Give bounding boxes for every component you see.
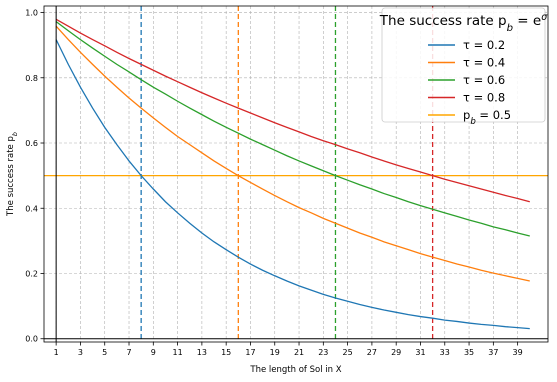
y-axis-ticks: 0.0 0.2 0.4 0.6 0.8 1.0 (25, 9, 44, 344)
series-line (55, 39, 530, 330)
y-tick-label: 0.2 (25, 269, 38, 278)
x-tick-label: 25 (343, 348, 353, 357)
x-tick-label: 1 (54, 348, 59, 357)
legend-box (381, 7, 546, 123)
x-tick-label: 17 (245, 348, 255, 357)
legend-entry-label: τ = 0.8 (463, 91, 505, 105)
x-tick-label: 33 (440, 348, 450, 357)
x-tick-label: 15 (221, 348, 231, 357)
legend: The success rate pb = eσ τ = 0.2 τ = 0.4 τ … (379, 7, 548, 127)
x-tick-label: 5 (102, 348, 107, 357)
x-axis-ticks: 1 3 5 7 9 11 13 15 17 19 21 23 25 27 29 31 33 35 37 39 (54, 342, 523, 357)
series-line (55, 21, 530, 237)
y-axis-label: The success rate pb (6, 132, 19, 217)
y-tick-label: 1.0 (25, 9, 38, 18)
legend-entry-label: pb = 0.5 (463, 108, 511, 127)
x-tick-label: 19 (270, 348, 280, 357)
series-lines (55, 18, 530, 330)
x-tick-label: 11 (172, 348, 182, 357)
x-tick-label: 7 (126, 348, 131, 357)
legend-title: The success rate pb = eσ (379, 12, 548, 34)
x-tick-label: 31 (415, 348, 425, 357)
y-tick-label: 0.0 (25, 335, 38, 344)
legend-entry-label: τ = 0.6 (463, 73, 505, 87)
y-tick-label: 0.6 (25, 139, 38, 148)
series-line (55, 18, 530, 203)
legend-entry-label: τ = 0.2 (463, 38, 505, 52)
y-tick-label: 0.8 (25, 74, 38, 83)
x-axis-label: The length of Sol in X (249, 365, 341, 375)
x-tick-label: 39 (513, 348, 523, 357)
x-tick-label: 9 (151, 348, 156, 357)
x-tick-label: 3 (78, 348, 83, 357)
x-tick-label: 29 (391, 348, 401, 357)
axes-border (43, 5, 549, 343)
x-tick-label: 23 (318, 348, 328, 357)
x-tick-label: 37 (488, 348, 498, 357)
x-tick-label: 27 (367, 348, 377, 357)
x-tick-label: 21 (294, 348, 304, 357)
series-line (55, 25, 530, 282)
y-tick-label: 0.4 (25, 204, 38, 213)
x-tick-label: 35 (464, 348, 474, 357)
axis-lines (44, 6, 548, 342)
legend-entry-label: τ = 0.4 (463, 56, 505, 70)
x-tick-label: 13 (197, 348, 207, 357)
